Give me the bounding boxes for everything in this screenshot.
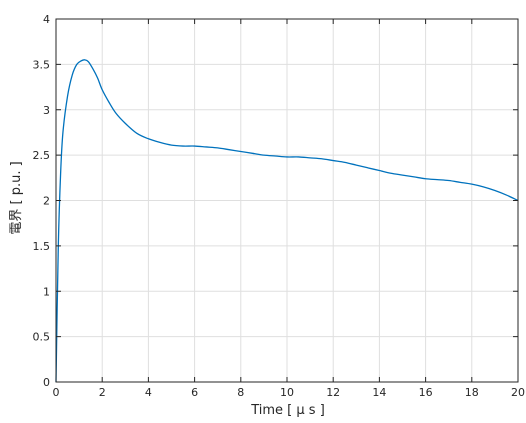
series-line-0 <box>55 59 519 383</box>
y-tick-label: 1 <box>43 285 50 298</box>
tick-marks <box>55 18 519 383</box>
y-tick-label: 0.5 <box>33 331 51 344</box>
y-tick-label: 3.5 <box>33 58 51 71</box>
x-tick-label: 16 <box>419 386 433 399</box>
x-tick-label: 10 <box>280 386 294 399</box>
y-tick-label: 0 <box>43 376 50 389</box>
y-tick-label: 2.5 <box>33 149 51 162</box>
x-tick-label: 12 <box>326 386 340 399</box>
x-tick-label: 14 <box>372 386 386 399</box>
series-layer <box>55 59 519 383</box>
x-tick-label: 20 <box>511 386 525 399</box>
y-tick-label: 1.5 <box>33 240 51 253</box>
y-tick-label: 4 <box>43 13 50 26</box>
x-tick-label: 18 <box>465 386 479 399</box>
x-axis-label: Time [ μ s ] <box>250 403 325 418</box>
x-tick-label: 2 <box>99 386 106 399</box>
x-tick-label: 8 <box>237 386 244 399</box>
y-tick-labels: 0 0.5 1 1.5 2 2.5 3 3.5 4 <box>33 13 51 389</box>
y-tick-label: 2 <box>43 195 50 208</box>
y-axis-label: 電界 [ p.u. ] <box>9 161 24 234</box>
x-tick-labels: 0 2 4 6 8 10 12 14 16 18 20 <box>53 386 526 399</box>
y-tick-label: 3 <box>43 104 50 117</box>
x-tick-label: 0 <box>53 386 60 399</box>
grid-lines <box>56 19 518 382</box>
x-tick-label: 4 <box>145 386 152 399</box>
x-tick-label: 6 <box>191 386 198 399</box>
